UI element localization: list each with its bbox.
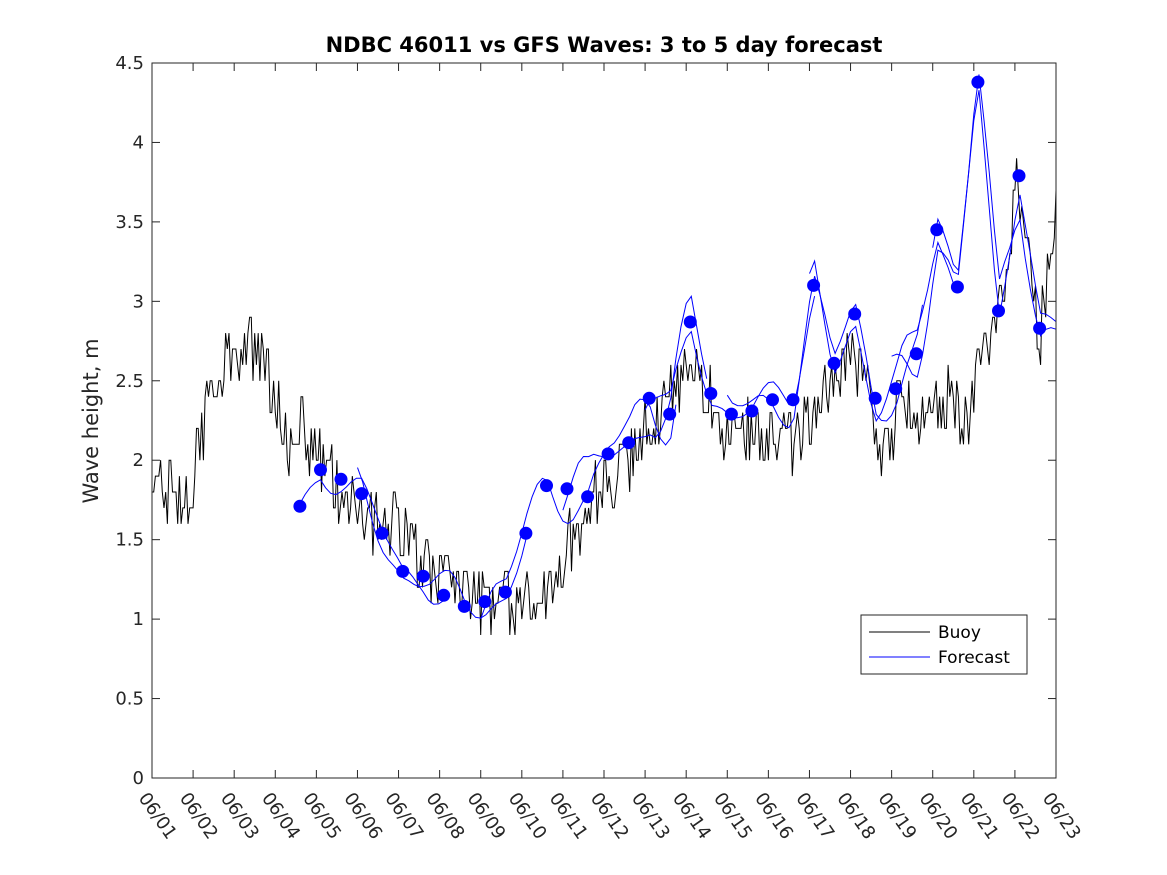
x-tick-label: 06/03 xyxy=(216,789,263,844)
x-tick-label: 06/13 xyxy=(627,789,674,844)
x-tick-label: 06/09 xyxy=(463,789,510,844)
x-tick-label: 06/04 xyxy=(257,789,304,844)
x-tick-label: 06/02 xyxy=(175,789,222,844)
forecast-marker xyxy=(416,569,430,583)
x-tick-label: 06/06 xyxy=(339,789,386,844)
forecast-marker xyxy=(1012,169,1026,183)
forecast-marker xyxy=(622,436,636,450)
forecast-marker xyxy=(663,407,677,421)
x-tick-label: 06/17 xyxy=(791,789,838,844)
forecast-marker xyxy=(745,404,759,418)
forecast-marker xyxy=(396,564,410,578)
buoy-series xyxy=(152,158,1057,636)
forecast-marker xyxy=(909,347,923,361)
y-tick-label: 4 xyxy=(133,132,144,153)
forecast-marker xyxy=(560,482,574,496)
forecast-line xyxy=(357,467,528,619)
x-tick-label: 06/15 xyxy=(709,789,756,844)
legend-buoy-label: Buoy xyxy=(938,623,981,643)
forecast-marker xyxy=(971,75,985,89)
x-tick-label: 06/11 xyxy=(545,789,592,844)
x-tick-label: 06/18 xyxy=(832,789,879,844)
forecast-marker xyxy=(807,278,821,292)
chart-title: NDBC 46011 vs GFS Waves: 3 to 5 day fore… xyxy=(326,33,883,57)
x-tick-label: 06/22 xyxy=(997,789,1044,844)
y-tick-label: 0.5 xyxy=(115,689,144,710)
y-tick-label: 4.5 xyxy=(115,53,144,74)
y-tick-label: 1.5 xyxy=(115,530,144,551)
forecast-marker xyxy=(642,391,656,405)
forecast-marker xyxy=(293,499,307,513)
legend-forecast-label: Forecast xyxy=(938,648,1010,668)
forecast-marker xyxy=(437,588,451,602)
x-tick-label: 06/05 xyxy=(298,789,345,844)
y-tick-label: 2 xyxy=(133,450,144,471)
forecast-marker xyxy=(601,447,615,461)
y-tick-label: 3 xyxy=(133,291,144,312)
y-axis: 0 0.5 1 1.5 2 2.5 3 3.5 4 4.5 xyxy=(115,53,1056,789)
forecast-line xyxy=(891,74,1057,378)
forecast-marker xyxy=(478,595,492,609)
x-tick-label: 06/19 xyxy=(874,789,921,844)
forecast-marker xyxy=(498,585,512,599)
forecast-marker xyxy=(724,407,738,421)
x-tick-label: 06/16 xyxy=(750,789,797,844)
forecast-line xyxy=(562,295,708,511)
forecast-marker xyxy=(950,280,964,294)
forecast-marker xyxy=(786,393,800,407)
forecast-marker xyxy=(1033,321,1047,335)
forecast-marker xyxy=(355,487,369,501)
forecast-marker xyxy=(848,307,862,321)
x-tick-label: 06/01 xyxy=(134,789,181,844)
forecast-marker xyxy=(314,463,327,477)
forecast-marker xyxy=(868,391,882,405)
y-tick-label: 1 xyxy=(133,609,144,630)
y-tick-label: 2.5 xyxy=(115,371,144,392)
forecast-marker xyxy=(457,599,471,613)
forecast-markers xyxy=(293,75,1047,613)
forecast-marker xyxy=(704,387,718,400)
forecast-marker xyxy=(827,356,841,370)
legend-box xyxy=(860,614,1028,675)
x-tick-label: 06/10 xyxy=(504,789,551,844)
x-tick-label: 06/14 xyxy=(668,789,715,844)
x-tick-label: 06/12 xyxy=(586,789,633,844)
forecast-marker xyxy=(889,382,903,396)
y-axis-label: Wave height, m xyxy=(79,338,103,503)
forecast-marker xyxy=(992,304,1005,318)
forecast-marker xyxy=(683,315,697,329)
forecast-marker xyxy=(581,490,595,504)
legend: Buoy Forecast xyxy=(860,614,1028,675)
forecast-line xyxy=(726,276,923,429)
forecast-line xyxy=(932,90,1057,322)
x-tick-label: 06/20 xyxy=(915,789,962,844)
x-tick-label: 06/23 xyxy=(1038,789,1085,844)
forecast-marker xyxy=(519,526,533,540)
forecast-marker xyxy=(375,526,389,540)
x-tick-label: 06/21 xyxy=(956,789,1003,844)
forecast-marker xyxy=(334,472,348,486)
x-tick-label: 06/08 xyxy=(422,789,469,844)
forecast-marker xyxy=(930,223,944,237)
forecast-marker xyxy=(540,479,553,493)
x-tick-label: 06/07 xyxy=(380,789,427,844)
forecast-marker xyxy=(766,393,779,407)
buoy-line xyxy=(152,158,1057,636)
y-tick-label: 0 xyxy=(133,768,144,789)
y-tick-label: 3.5 xyxy=(115,212,144,233)
